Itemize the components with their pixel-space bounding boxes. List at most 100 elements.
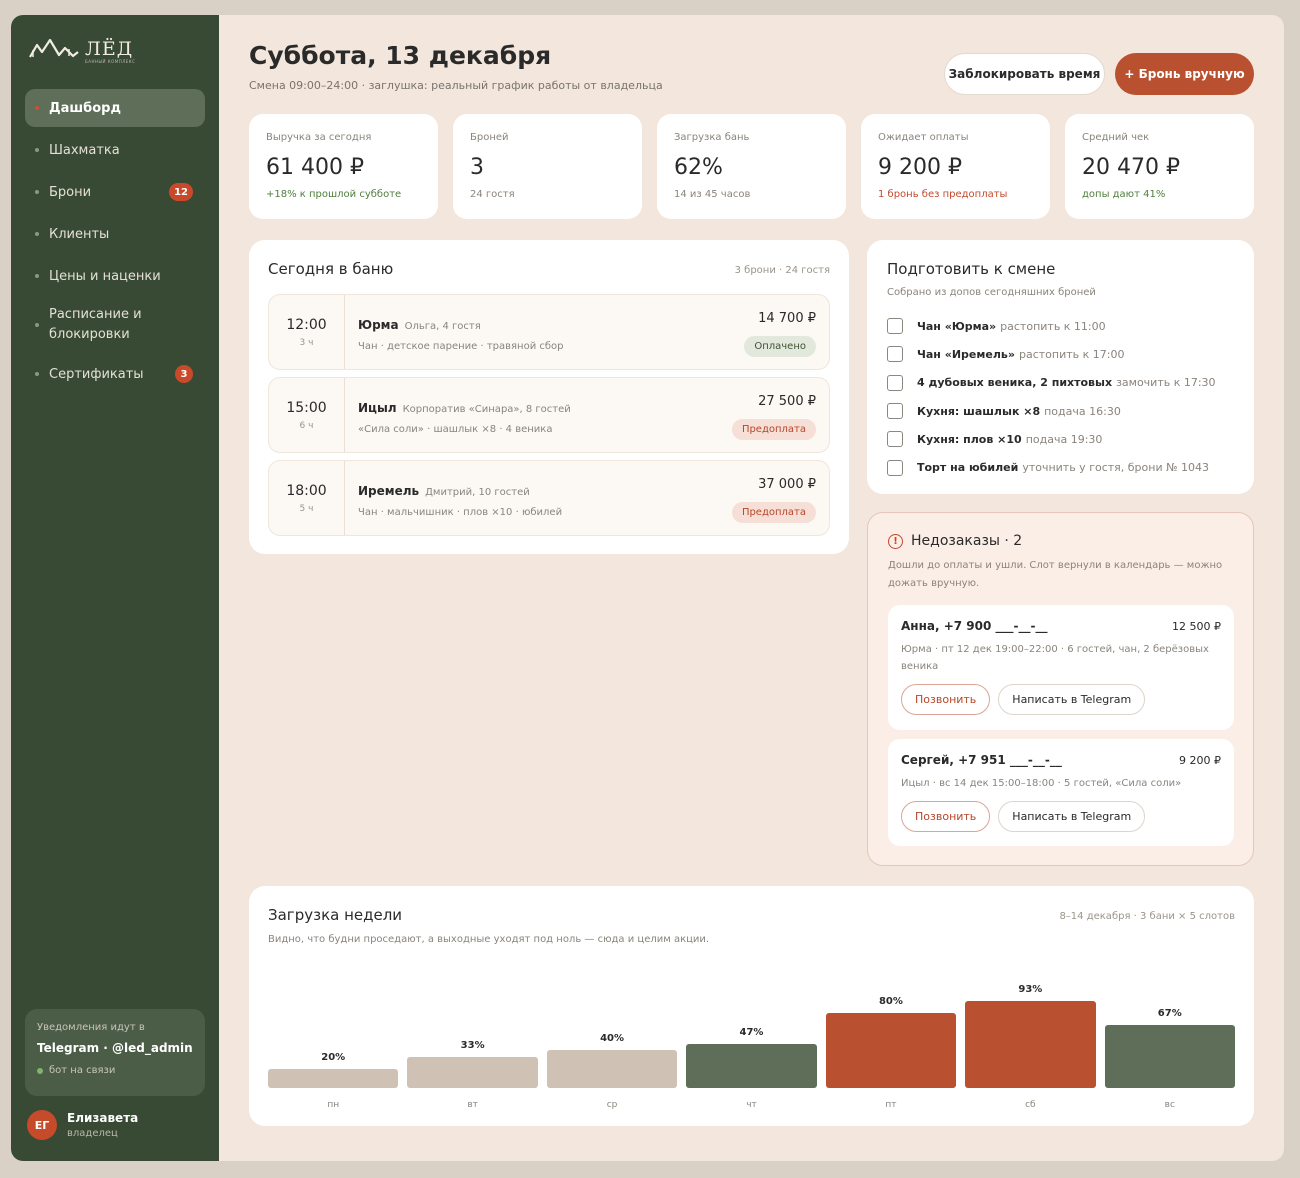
checklist-item[interactable]: Кухня: шашлык ×8 подача 16:30 (887, 397, 1234, 425)
stat-label: Ожидает оплаты (878, 132, 969, 143)
booking-row[interactable]: 15:00 6 ч Ицыл Корпоратив «Синара», 8 гос… (268, 377, 830, 453)
block-time-button[interactable]: Заблокировать время (944, 53, 1105, 95)
sidebar-item-bookings[interactable]: Брони 12 (25, 173, 205, 211)
prep-checklist-card: Подготовить к смене Собрано из допов сег… (867, 240, 1254, 494)
today-bookings-card: Сегодня в баню 3 брони · 24 гостя 12:00 … (249, 240, 849, 554)
sidebar-item-label: Сертификаты (49, 366, 144, 382)
chart-tick-label: сб (1025, 1100, 1036, 1110)
chart-bar[interactable] (686, 1043, 817, 1088)
sidebar-item-schedule[interactable]: Расписание и блокировки (25, 299, 205, 351)
sidebar-item-chessboard[interactable]: Шахматка (25, 131, 205, 169)
chart-bar[interactable] (407, 1056, 538, 1088)
lead-actions: Позвонить Написать в Telegram (901, 684, 1221, 715)
call-button[interactable]: Позвонить (901, 801, 991, 832)
online-dot-icon (37, 1067, 43, 1074)
checkbox[interactable] (887, 318, 903, 335)
lead-card: Сергей, +7 951 ___-__-__ 9 200 ₽ Ицыл · … (888, 739, 1234, 846)
lead-card: Анна, +7 900 ___-__-__ 12 500 ₽ Юрма · п… (888, 605, 1234, 730)
stat-note: 1 бронь без предоплаты (878, 189, 1008, 200)
checkbox[interactable] (887, 374, 903, 391)
bookings-list: 12:00 3 ч Юрма Ольга, 4 гостя Чан · детск… (268, 294, 830, 543)
checkbox[interactable] (887, 459, 903, 476)
checklist-item-note: подача 19:30 (1025, 432, 1103, 446)
weekly-load-meta: 8–14 декабря · 3 бани × 5 слотов (1059, 911, 1235, 922)
booking-row[interactable]: 12:00 3 ч Юрма Ольга, 4 гостя Чан · детск… (268, 294, 830, 370)
checklist-item[interactable]: Кухня: плов ×10 подача 19:30 (887, 425, 1234, 453)
chart-bar-column: 33% вт (407, 960, 538, 1110)
bullet-icon (35, 372, 39, 376)
stat-note: допы дают 41% (1082, 189, 1166, 200)
alert-icon: ! (888, 533, 903, 549)
chart-bar[interactable] (1104, 1025, 1235, 1088)
brand-logo[interactable]: ЛЁД (29, 37, 133, 61)
checklist-item[interactable]: Торт на юбилей уточнить у гостя, брони № … (887, 453, 1234, 481)
sidebar-item-certificates[interactable]: Сертификаты 3 (25, 355, 205, 393)
booking-bath: Ицыл (358, 401, 397, 415)
bullet-icon (35, 274, 39, 278)
chart-bar[interactable] (825, 1012, 957, 1088)
abandoned-orders-description: Дошли до оплаты и ушли. Слот вернули в к… (888, 560, 1223, 589)
checklist-item-title: Кухня: плов ×10 (917, 432, 1022, 446)
checkbox[interactable] (887, 346, 903, 363)
booking-bath: Юрма (358, 318, 399, 332)
sidebar-item-prices[interactable]: Цены и наценки (25, 257, 205, 295)
booking-body: Иремель Дмитрий, 10 гостей Чан · мальчишн… (358, 480, 562, 518)
weekly-load-subtitle: Видно, что будни проседают, а выходные у… (268, 934, 710, 945)
app-window: ЛЁД БАННЫЙ КОМПЛЕКС Дашборд Шахматка Бро… (11, 15, 1284, 1161)
stat-label: Выручка за сегодня (266, 132, 372, 143)
weekly-load-card: Загрузка недели Видно, что будни проседа… (249, 886, 1254, 1126)
weekly-load-chart: 20% пн 33% вт 40% ср 47% чт 80% пт 93% сб 67% вс (268, 960, 1235, 1110)
stat-label: Загрузка бань (674, 132, 750, 143)
booking-time-value: 15:00 (286, 399, 327, 416)
chart-tick-label: пт (885, 1100, 897, 1110)
stat-card-average-check: Средний чек 20 470 ₽ допы дают 41% (1065, 114, 1254, 219)
stat-value: 62% (674, 155, 723, 180)
booking-row[interactable]: 18:00 5 ч Иремель Дмитрий, 10 гостей Чан … (268, 460, 830, 536)
checkbox[interactable] (887, 403, 903, 420)
user-name: Елизавета (67, 1111, 139, 1125)
checkbox[interactable] (887, 431, 903, 448)
chart-bar[interactable] (965, 1000, 1096, 1088)
checklist-item-note: уточнить у гостя, брони № 1043 (1022, 461, 1210, 475)
booking-details: Чан · мальчишник · плов ×10 · юбилей (358, 507, 563, 518)
chart-bar[interactable] (268, 1069, 399, 1088)
checklist-item[interactable]: 4 дубовых веника, 2 пихтовых замочить к 1… (887, 369, 1234, 397)
bot-status: бот на связи (37, 1065, 193, 1076)
booking-price: 27 500 ₽ (758, 394, 816, 409)
call-button[interactable]: Позвонить (901, 684, 991, 715)
stat-label: Броней (470, 132, 509, 143)
bullet-icon (35, 190, 39, 194)
notifications-channel[interactable]: Telegram · @led_admin (37, 1041, 193, 1055)
checklist-item-note: замочить к 17:30 (1116, 376, 1216, 390)
chart-tick-label: вт (467, 1100, 478, 1110)
lead-price: 9 200 ₽ (1179, 754, 1221, 767)
sidebar-item-label: Брони (49, 184, 92, 200)
booking-time: 18:00 5 ч (269, 461, 345, 535)
brand-tagline: БАННЫЙ КОМПЛЕКС (85, 59, 136, 64)
stat-card-awaiting-payment: Ожидает оплаты 9 200 ₽ 1 бронь без предо… (861, 114, 1050, 219)
chart-tick-label: пн (327, 1100, 340, 1110)
stat-card-revenue: Выручка за сегодня 61 400 ₽ +18% к прошл… (249, 114, 438, 219)
sidebar-item-dashboard[interactable]: Дашборд (25, 89, 205, 127)
stat-value: 9 200 ₽ (878, 155, 962, 180)
checklist-item-note: растопить к 17:00 (1018, 347, 1125, 361)
booking-time-value: 18:00 (286, 482, 327, 499)
status-badge: Оплачено (744, 336, 816, 357)
abandoned-orders-header: ! Недозаказы · 2 (888, 533, 1233, 549)
add-booking-button[interactable]: + Бронь вручную (1115, 53, 1254, 95)
checklist-item[interactable]: Чан «Иремель» растопить к 17:00 (887, 340, 1234, 368)
telegram-button[interactable]: Написать в Telegram (998, 684, 1146, 715)
telegram-button[interactable]: Написать в Telegram (998, 801, 1146, 832)
lead-price: 12 500 ₽ (1172, 620, 1221, 633)
booking-body: Юрма Ольга, 4 гостя Чан · детское парение… (358, 314, 564, 352)
bullet-icon (35, 106, 39, 110)
chart-bar[interactable] (546, 1050, 678, 1088)
checklist-item[interactable]: Чан «Юрма» растопить к 11:00 (887, 312, 1234, 340)
certificates-count-badge: 3 (175, 365, 193, 383)
sidebar-item-clients[interactable]: Клиенты (25, 215, 205, 253)
booking-time: 12:00 3 ч (269, 295, 345, 369)
user-profile[interactable]: ЕГ Елизавета владелец (27, 1110, 138, 1140)
checklist-item-title: 4 дубовых веника, 2 пихтовых (917, 376, 1113, 390)
booking-details: Чан · детское парение · травяной сбор (358, 341, 564, 352)
stat-note: 14 из 45 часов (674, 189, 751, 200)
